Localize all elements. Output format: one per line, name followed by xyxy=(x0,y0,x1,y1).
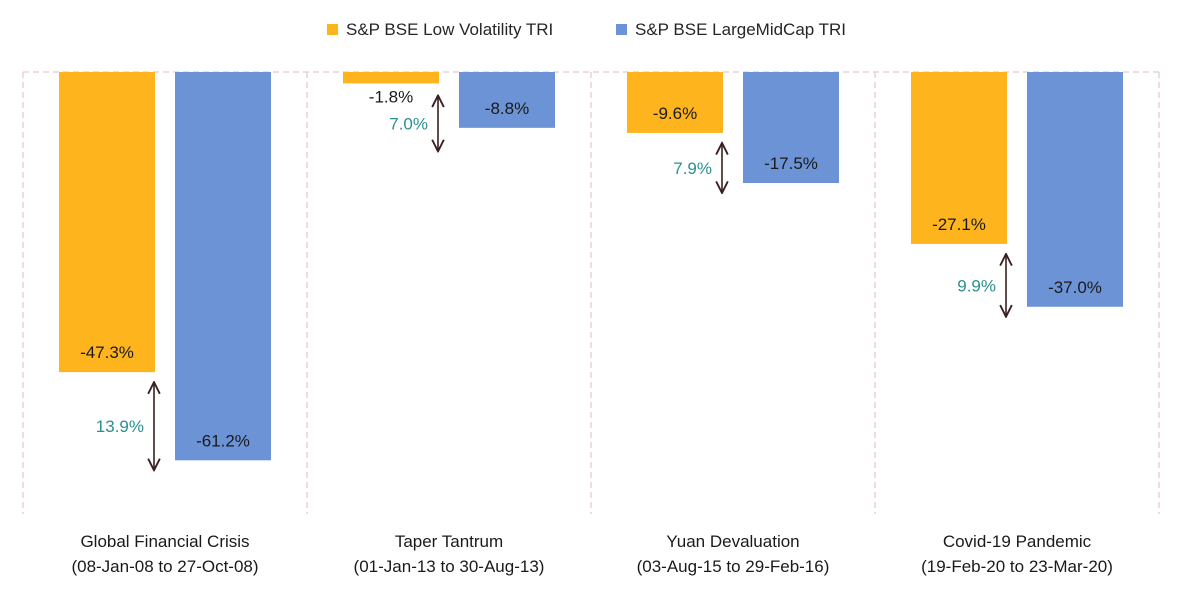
category-label: Covid-19 Pandemic xyxy=(943,532,1092,551)
bar-low-volatility xyxy=(627,72,723,133)
category-date-range: (01-Jan-13 to 30-Aug-13) xyxy=(354,557,545,576)
category-date-range: (03-Aug-15 to 29-Feb-16) xyxy=(637,557,830,576)
category-label: Yuan Devaluation xyxy=(666,532,799,551)
value-label-largemidcap: -8.8% xyxy=(485,99,529,118)
bar-low-volatility xyxy=(911,72,1007,244)
legend-label-largemidcap: S&P BSE LargeMidCap TRI xyxy=(635,20,846,39)
bar-low-volatility xyxy=(343,72,439,84)
value-label-low-volatility: -9.6% xyxy=(653,104,697,123)
value-label-largemidcap: -61.2% xyxy=(196,431,250,450)
legend: S&P BSE Low Volatility TRI S&P BSE Large… xyxy=(327,20,846,39)
bar-largemidcap xyxy=(1027,72,1123,307)
bar-largemidcap xyxy=(175,72,271,461)
bar-low-volatility xyxy=(59,72,155,373)
difference-label: 7.9% xyxy=(673,159,712,178)
category-date-range: (19-Feb-20 to 23-Mar-20) xyxy=(921,557,1113,576)
value-label-low-volatility: -47.3% xyxy=(80,343,134,362)
category-label: Global Financial Crisis xyxy=(80,532,249,551)
difference-label: 9.9% xyxy=(957,276,996,295)
grid-separators xyxy=(22,71,1160,514)
value-label-largemidcap: -17.5% xyxy=(764,154,818,173)
bar-largemidcap xyxy=(743,72,839,184)
difference-label: 7.0% xyxy=(389,114,428,133)
difference-arrows: 13.9% 7.0% 7.9% 9.9% xyxy=(96,95,1006,470)
bar-largemidcap xyxy=(459,72,555,128)
legend-label-low-volatility: S&P BSE Low Volatility TRI xyxy=(346,20,553,39)
value-label-low-volatility: -1.8% xyxy=(369,87,413,106)
value-labels: -47.3% -61.2% -1.8% -8.8% -9.6% -17.5% -27.1% -… xyxy=(80,87,1102,450)
category-labels: Global Financial Crisis (08-Jan-08 to 27-… xyxy=(71,532,1112,576)
value-label-largemidcap: -37.0% xyxy=(1048,278,1102,297)
difference-label: 13.9% xyxy=(96,417,144,436)
category-label: Taper Tantrum xyxy=(395,532,503,551)
legend-swatch-largemidcap xyxy=(616,24,627,35)
legend-swatch-low-volatility xyxy=(327,24,338,35)
bars xyxy=(59,72,1123,461)
value-label-low-volatility: -27.1% xyxy=(932,215,986,234)
category-date-range: (08-Jan-08 to 27-Oct-08) xyxy=(71,557,258,576)
